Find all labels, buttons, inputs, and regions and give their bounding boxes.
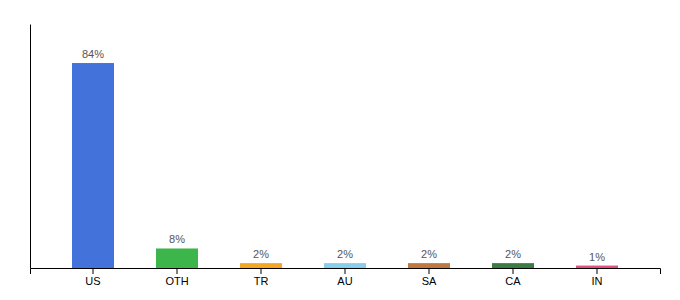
- data-label: 2%: [421, 248, 437, 260]
- data-labels: 84% 8% 2% 2% 2% 2% 1%: [82, 48, 605, 263]
- x-tick-label: AU: [337, 275, 352, 287]
- x-tick: IN: [592, 268, 603, 287]
- x-axis-line: [31, 269, 661, 275]
- y-axis: [30, 25, 31, 269]
- data-label: 8%: [169, 233, 185, 245]
- data-label: 2%: [505, 248, 521, 260]
- x-tick-label: IN: [592, 275, 603, 287]
- data-label: 2%: [337, 248, 353, 260]
- x-tick-label: US: [85, 275, 100, 287]
- x-tick-label: CA: [505, 275, 521, 287]
- y-axis-line: [30, 25, 31, 269]
- bar: [576, 266, 618, 268]
- x-tick: CA: [505, 268, 521, 287]
- data-label: 1%: [589, 251, 605, 263]
- x-axis: US OTH TR AU SA CA IN: [31, 268, 661, 287]
- bar: [492, 263, 534, 268]
- x-tick-label: SA: [422, 275, 437, 287]
- x-tick: AU: [337, 268, 352, 287]
- x-tick-mark: [93, 268, 94, 274]
- x-tick-mark: [597, 268, 598, 274]
- bars: [72, 63, 618, 268]
- x-tick: TR: [254, 268, 269, 287]
- x-tick-label: TR: [254, 275, 269, 287]
- data-label: 2%: [253, 248, 269, 260]
- data-label: 84%: [82, 48, 104, 60]
- x-tick: US: [85, 268, 100, 287]
- x-tick-label: OTH: [165, 275, 188, 287]
- bar: [324, 263, 366, 268]
- x-tick-mark: [345, 268, 346, 274]
- x-tick-mark: [513, 268, 514, 274]
- bar: [72, 63, 114, 268]
- x-tick-mark: [429, 268, 430, 274]
- bar: [156, 248, 198, 268]
- x-tick-mark: [177, 268, 178, 274]
- bar: [240, 263, 282, 268]
- bar: [408, 263, 450, 268]
- x-tick: OTH: [165, 268, 188, 287]
- chart: 84% 8% 2% 2% 2% 2% 1% US OTH TR AU SA CA IN: [0, 0, 680, 300]
- x-tick-mark: [261, 268, 262, 274]
- plot: 84% 8% 2% 2% 2% 2% 1% US OTH TR AU SA CA IN: [31, 25, 661, 287]
- x-tick: SA: [422, 268, 437, 287]
